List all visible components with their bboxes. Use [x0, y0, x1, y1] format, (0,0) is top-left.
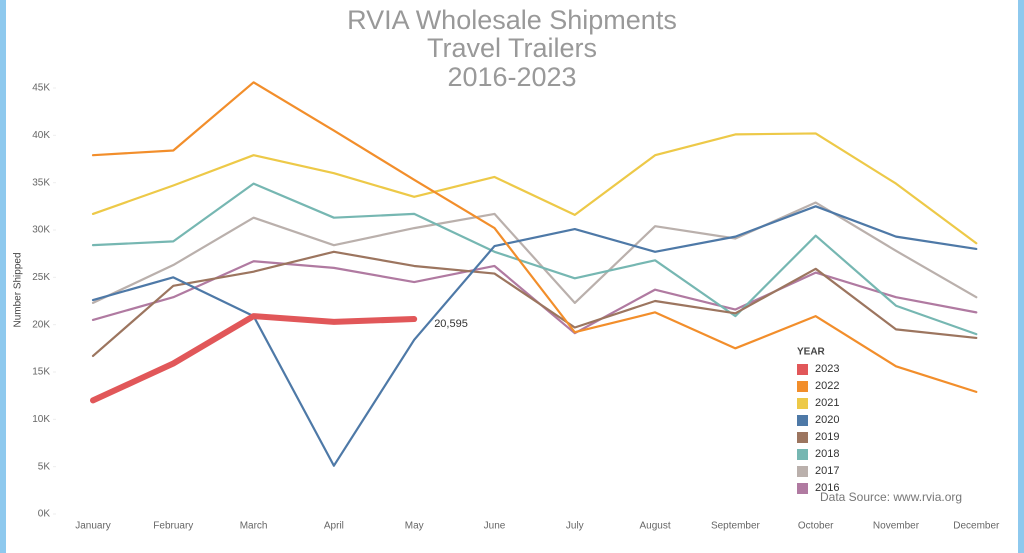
x-tick-label: January	[75, 521, 111, 532]
data-label: 20,595	[434, 318, 468, 330]
series-line	[91, 182, 978, 336]
y-tick-label: 25K	[32, 272, 50, 283]
title-line: RVIA Wholesale Shipments	[347, 5, 677, 35]
y-tick-label: 10K	[32, 414, 50, 425]
legend-label: 2018	[815, 448, 839, 460]
x-tick-label: October	[798, 521, 834, 532]
y-tick-label: 35K	[32, 177, 50, 188]
source: Data Source: www.rvia.org	[820, 490, 962, 504]
legend-swatch	[797, 364, 808, 375]
legend-swatch	[797, 449, 808, 460]
series-line	[91, 132, 978, 245]
frame-right	[1018, 0, 1024, 553]
series-line	[90, 313, 418, 404]
legend-label: 2023	[815, 363, 839, 375]
legend-label: 2016	[815, 482, 839, 494]
frame-left	[0, 0, 6, 553]
legend-label: 2017	[815, 465, 839, 477]
series-line	[91, 81, 978, 393]
x-tick-label: July	[566, 521, 584, 532]
title-line: 2016-2023	[447, 62, 576, 92]
y-axis-title: Number Shipped	[13, 252, 24, 327]
legend-label: 2019	[815, 431, 839, 443]
y-tick-label: 40K	[32, 130, 50, 141]
title-line: Travel Trailers	[427, 33, 597, 63]
series-line	[91, 260, 978, 335]
y-tick-label: 15K	[32, 367, 50, 378]
y-tick-label: 0K	[38, 509, 51, 520]
legend-swatch	[797, 398, 808, 409]
legend-swatch	[797, 432, 808, 443]
legend-title: YEAR	[797, 347, 826, 358]
x-tick-label: May	[405, 521, 424, 532]
x-tick-label: June	[484, 521, 506, 532]
x-tick-label: August	[640, 521, 671, 532]
y-tick-label: 20K	[32, 319, 50, 330]
legend-swatch	[797, 381, 808, 392]
legend-swatch	[797, 483, 808, 494]
series-line	[91, 250, 978, 358]
x-tick-label: November	[873, 521, 920, 532]
y-tick-label: 30K	[32, 225, 50, 236]
y-tick-label: 45K	[32, 83, 50, 94]
x-tick-label: April	[324, 521, 344, 532]
legend-label: 2021	[815, 397, 839, 409]
legend-swatch	[797, 415, 808, 426]
x-tick-label: September	[711, 521, 761, 532]
legend-label: 2022	[815, 380, 839, 392]
y-tick-label: 5K	[38, 461, 51, 472]
x-tick-label: February	[153, 521, 193, 532]
legend-label: 2020	[815, 414, 839, 426]
legend-swatch	[797, 466, 808, 477]
x-tick-label: December	[953, 521, 1000, 532]
series-line	[91, 205, 978, 467]
x-tick-label: March	[240, 521, 268, 532]
